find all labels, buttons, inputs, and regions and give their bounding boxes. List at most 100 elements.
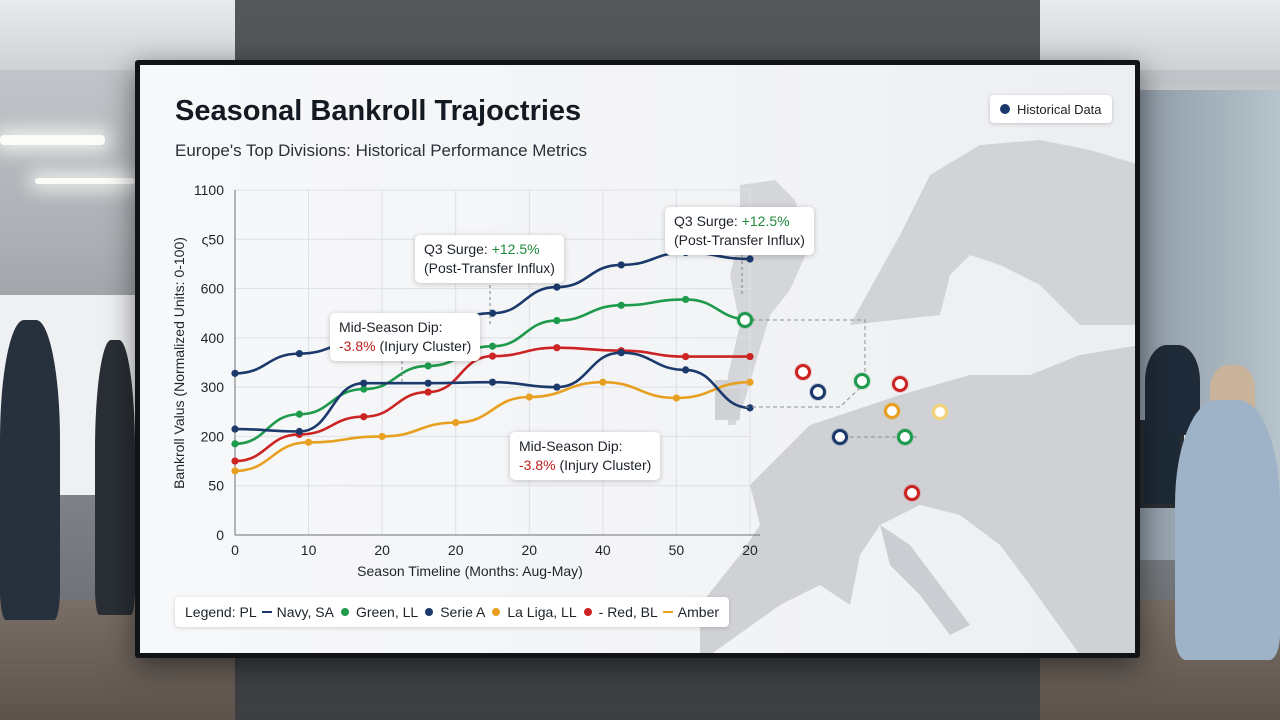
series-line-4 xyxy=(234,351,751,433)
series-point-4 xyxy=(424,379,432,387)
callout-note: (Post-Transfer Influx) xyxy=(674,232,805,248)
series-point-2 xyxy=(360,413,368,421)
callout-title: Q3 Surge: xyxy=(424,241,488,257)
series-point-1 xyxy=(360,385,368,393)
y-tick-label: 400 xyxy=(201,330,225,346)
historical-data-label: Historical Data xyxy=(1017,101,1102,117)
series-point-3 xyxy=(452,419,460,427)
map-marker xyxy=(795,364,811,380)
series-line-1 xyxy=(234,298,751,446)
series-point-4 xyxy=(746,404,754,412)
x-tick-label: 40 xyxy=(595,542,611,558)
chart-title: Seasonal Bankroll Trajoctries xyxy=(175,95,582,127)
ceiling-light xyxy=(35,178,135,184)
connector-line xyxy=(745,319,866,383)
legend-swatch xyxy=(492,608,501,616)
series-point-2 xyxy=(682,352,690,361)
person-standing xyxy=(0,320,60,620)
callout-note: (Injury Cluster) xyxy=(559,457,652,473)
y-tick-label: 0 xyxy=(216,527,224,543)
legend-item: Serie A xyxy=(440,604,486,620)
callout-value: -3.8% xyxy=(339,338,376,354)
series-point-3 xyxy=(525,393,533,401)
map-marker xyxy=(884,403,900,419)
display-content: 1100 ς50 600 400 300 200 50 0 0 10 20 20 20 40 50 20 S… xyxy=(140,65,1135,653)
map-region-scandinavia xyxy=(850,140,1135,325)
series-point-1 xyxy=(424,362,432,370)
x-tick-label: 50 xyxy=(669,542,685,558)
series-point-3 xyxy=(599,378,607,386)
series-point-0 xyxy=(231,369,239,377)
series-point-0 xyxy=(746,255,754,263)
legend-item: Navy, SA xyxy=(276,604,334,620)
series-point-4 xyxy=(682,366,690,374)
y-tick-label: 1100 xyxy=(194,182,224,198)
series-point-1 xyxy=(553,317,561,325)
y-axis-ticks: 1100 ς50 600 400 300 200 50 0 xyxy=(194,182,224,543)
series-point-4 xyxy=(553,383,561,391)
series-line-2 xyxy=(234,346,750,463)
series-point-3 xyxy=(672,394,681,402)
y-tick-label: 200 xyxy=(201,428,225,444)
series-point-2 xyxy=(746,352,754,361)
legend-item: La Liga, LL xyxy=(507,604,577,620)
line-chart: 1100 ς50 600 400 300 200 50 0 0 10 20 20 20 40 50 20 S… xyxy=(171,182,949,579)
map-marker xyxy=(897,429,913,445)
historical-data-badge: Historical Data xyxy=(990,95,1112,123)
y-tick-label: 300 xyxy=(201,379,225,395)
series-point-3 xyxy=(746,378,754,386)
y-tick-label: 50 xyxy=(208,478,224,494)
series-point-4 xyxy=(488,378,497,386)
series-point-0 xyxy=(617,261,625,269)
callout-title: Mid-Season Dip: xyxy=(339,319,443,335)
x-tick-label: 20 xyxy=(448,542,464,558)
map-marker xyxy=(832,429,848,445)
legend-item: Green, LL xyxy=(355,604,419,620)
legend-swatch xyxy=(261,611,272,613)
legend-swatch xyxy=(662,611,673,613)
callout-value: -3.8% xyxy=(519,457,556,473)
wall-display: 1100 ς50 600 400 300 200 50 0 0 10 20 20 20 40 50 20 S… xyxy=(135,60,1140,658)
legend-prefix: Legend: PL xyxy=(185,604,257,620)
legend-item: - Red, BL xyxy=(598,604,658,620)
series-point-1 xyxy=(231,440,239,448)
europe-map xyxy=(700,140,1135,653)
callout-mid-season-dip: Mid-Season Dip: -3.8% (Injury Cluster) xyxy=(330,313,481,361)
person-standing xyxy=(95,340,135,615)
series-point-3 xyxy=(231,467,239,475)
map-marker xyxy=(932,404,948,420)
x-tick-label: 10 xyxy=(301,542,317,558)
map-marker xyxy=(904,485,920,501)
callout-note: (Injury Cluster) xyxy=(379,338,472,354)
map-marker xyxy=(854,373,870,389)
chart-subtitle: Europe's Top Divisions: Historical Perfo… xyxy=(175,141,588,160)
x-tick-label: 20 xyxy=(521,542,537,558)
series-point-1 xyxy=(488,342,497,350)
map-marker xyxy=(737,312,753,328)
series-point-1 xyxy=(295,410,303,418)
legend-swatch xyxy=(583,608,592,616)
series-point-2 xyxy=(424,388,432,396)
series-point-4 xyxy=(295,427,303,436)
series-point-4 xyxy=(231,425,239,433)
series-line-3 xyxy=(234,380,751,473)
series-point-2 xyxy=(553,344,561,352)
legend-item: Amber xyxy=(677,604,720,620)
person-seated xyxy=(1175,400,1280,660)
chart-legend: Legend: PL Navy, SA Green, LL Serie A La… xyxy=(175,597,730,627)
series-point-1 xyxy=(682,295,690,304)
y-tick-label: 600 xyxy=(201,281,225,297)
series-point-2 xyxy=(231,457,239,465)
series-point-1 xyxy=(617,301,625,309)
series-point-0 xyxy=(295,350,303,358)
map-markers xyxy=(736,311,949,502)
ceiling-light xyxy=(0,135,105,145)
callout-q3-surge: Q3 Surge: +12.5% (Post-Transfer Influx) xyxy=(415,235,564,283)
callout-note: (Post-Transfer Influx) xyxy=(424,260,555,276)
series-point-3 xyxy=(378,432,386,441)
x-tick-label: 20 xyxy=(374,542,390,558)
map-region-continent xyxy=(700,345,1135,653)
legend-swatch xyxy=(340,608,349,616)
series-point-4 xyxy=(617,349,625,357)
x-tick-label: 0 xyxy=(231,542,239,558)
